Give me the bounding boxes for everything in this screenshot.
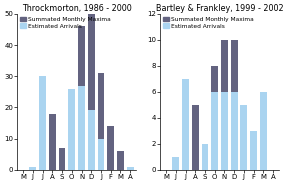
Bar [211, 66, 218, 170]
Bar [260, 92, 267, 170]
Bar [172, 157, 179, 170]
Bar [68, 89, 75, 170]
Bar [241, 105, 247, 170]
Bar [107, 126, 114, 170]
Bar [231, 40, 237, 170]
Bar [201, 144, 208, 170]
Bar [39, 76, 46, 170]
Bar [182, 79, 189, 170]
Bar [98, 139, 104, 170]
Legend: Summated Monthly Maxima, Estimated Arrivals: Summated Monthly Maxima, Estimated Arriv… [20, 17, 111, 29]
Bar [49, 114, 56, 170]
Bar [68, 89, 75, 170]
Bar [78, 26, 85, 170]
Bar [98, 73, 104, 170]
Bar [231, 92, 237, 170]
Title: Bartley & Frankley, 1999 - 2002: Bartley & Frankley, 1999 - 2002 [156, 4, 283, 13]
Title: Throckmorton, 1986 - 2000: Throckmorton, 1986 - 2000 [22, 4, 132, 13]
Legend: Summated Monthly Maxima, Estimated Arrivals: Summated Monthly Maxima, Estimated Arriv… [163, 17, 254, 29]
Bar [88, 14, 95, 170]
Bar [117, 151, 124, 170]
Bar [250, 131, 257, 170]
Bar [211, 92, 218, 170]
Bar [78, 86, 85, 170]
Bar [127, 167, 134, 170]
Bar [88, 111, 95, 170]
Bar [59, 148, 65, 170]
Bar [221, 40, 228, 170]
Bar [221, 92, 228, 170]
Bar [241, 105, 247, 170]
Bar [192, 105, 199, 170]
Bar [29, 167, 36, 170]
